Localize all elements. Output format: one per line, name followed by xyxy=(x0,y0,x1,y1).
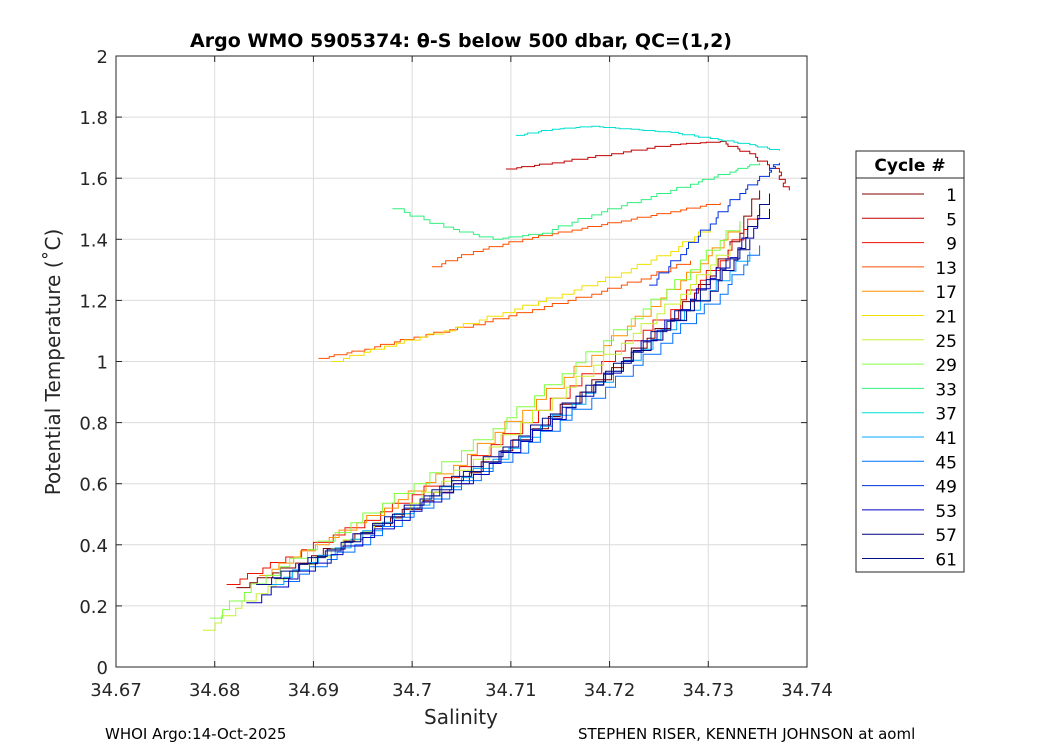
y-axis-label: Potential Temperature (˚C) xyxy=(41,229,65,496)
footer-right: STEPHEN RISER, KENNETH JOHNSON at aoml xyxy=(578,725,916,743)
chart-title: Argo WMO 5905374: θ-S below 500 dbar, QC… xyxy=(190,30,732,52)
axis-ticks: 34.67 34.68 34.69 34.7 34.71 34.72 34.73 34.74 0… xyxy=(79,47,832,701)
y-tick-label: 0.8 xyxy=(79,414,108,435)
y-tick-label: 1.4 xyxy=(79,230,108,251)
y-tick-label: 0.6 xyxy=(79,475,108,496)
legend-label: 1 xyxy=(946,186,957,206)
legend-item: 45 xyxy=(862,453,957,473)
y-tick-label: 2 xyxy=(97,47,108,68)
legend-item: 53 xyxy=(862,502,957,522)
series-line-cycle-29 xyxy=(209,221,741,619)
series-line-cycle-21 xyxy=(331,227,711,362)
legend-label: 33 xyxy=(935,380,957,400)
legend-item: 61 xyxy=(862,551,957,571)
legend-entries: 1 5 9 13 17 21 25 29 33 37 41 45 49 53 57 61 xyxy=(862,186,957,571)
x-tick-label: 34.71 xyxy=(485,680,537,701)
legend-label: 9 xyxy=(946,235,957,255)
legend-item: 57 xyxy=(862,526,957,546)
legend-label: 61 xyxy=(935,551,957,571)
y-tick-label: 1 xyxy=(97,353,108,374)
legend-label: 37 xyxy=(935,405,957,425)
legend-label: 21 xyxy=(935,308,957,328)
legend-item: 49 xyxy=(862,478,957,498)
legend: Cycle # 1 5 9 13 17 21 25 29 33 37 41 45 49 53 57 61 xyxy=(855,150,965,573)
y-tick-label: 1.2 xyxy=(79,291,108,312)
x-tick-label: 34.73 xyxy=(683,680,735,701)
legend-label: 53 xyxy=(935,502,957,522)
legend-label: 57 xyxy=(935,526,957,546)
series-line-cycle-61 xyxy=(256,193,770,585)
y-tick-label: 1.6 xyxy=(79,169,108,190)
legend-label: 17 xyxy=(935,283,957,303)
legend-item: 13 xyxy=(862,259,957,279)
legend-item: 37 xyxy=(862,405,957,425)
x-tick-label: 34.69 xyxy=(288,680,340,701)
x-axis-label: Salinity xyxy=(424,705,498,729)
legend-item: 21 xyxy=(862,308,957,328)
y-tick-label: 0.2 xyxy=(79,597,108,618)
legend-label: 29 xyxy=(935,356,957,376)
y-tick-label: 0 xyxy=(97,658,108,679)
legend-item: 29 xyxy=(862,356,957,376)
series-line-cycle-37 xyxy=(515,125,780,151)
series-line-cycle-25 xyxy=(202,245,731,631)
legend-label: 25 xyxy=(935,332,957,352)
legend-label: 41 xyxy=(935,429,957,449)
legend-item: 17 xyxy=(862,283,957,303)
legend-item: 1 xyxy=(862,186,957,206)
series-layer xyxy=(202,125,790,631)
legend-label: 49 xyxy=(935,478,957,498)
y-tick-label: 1.8 xyxy=(79,108,108,129)
series-line-cycle-17 xyxy=(259,224,741,576)
legend-item: 33 xyxy=(862,380,957,400)
legend-label: 13 xyxy=(935,259,957,279)
x-tick-label: 34.67 xyxy=(90,680,142,701)
legend-title: Cycle # xyxy=(874,156,945,176)
x-tick-label: 34.74 xyxy=(781,680,833,701)
x-tick-label: 34.68 xyxy=(189,680,241,701)
legend-item: 41 xyxy=(862,429,957,449)
y-tick-label: 0.4 xyxy=(79,536,108,557)
legend-item: 25 xyxy=(862,332,957,352)
series-line-cycle-45 xyxy=(283,245,761,582)
legend-label: 45 xyxy=(935,453,957,473)
footer-left: WHOI Argo:14-Oct-2025 xyxy=(105,725,287,743)
legend-box xyxy=(855,150,965,573)
legend-item: 9 xyxy=(862,235,957,255)
series-line-cycle-13 xyxy=(318,260,691,359)
series-line-cycle-33 xyxy=(392,162,761,240)
series-line-cycle-57 xyxy=(273,239,751,579)
x-tick-label: 34.7 xyxy=(392,680,432,701)
legend-item: 5 xyxy=(862,210,957,230)
series-line-cycle-13b xyxy=(431,202,721,268)
series-line-cycle-49 xyxy=(649,162,780,286)
series-line-cycle-53 xyxy=(246,208,770,604)
legend-label: 5 xyxy=(946,210,957,230)
x-tick-label: 34.72 xyxy=(584,680,636,701)
